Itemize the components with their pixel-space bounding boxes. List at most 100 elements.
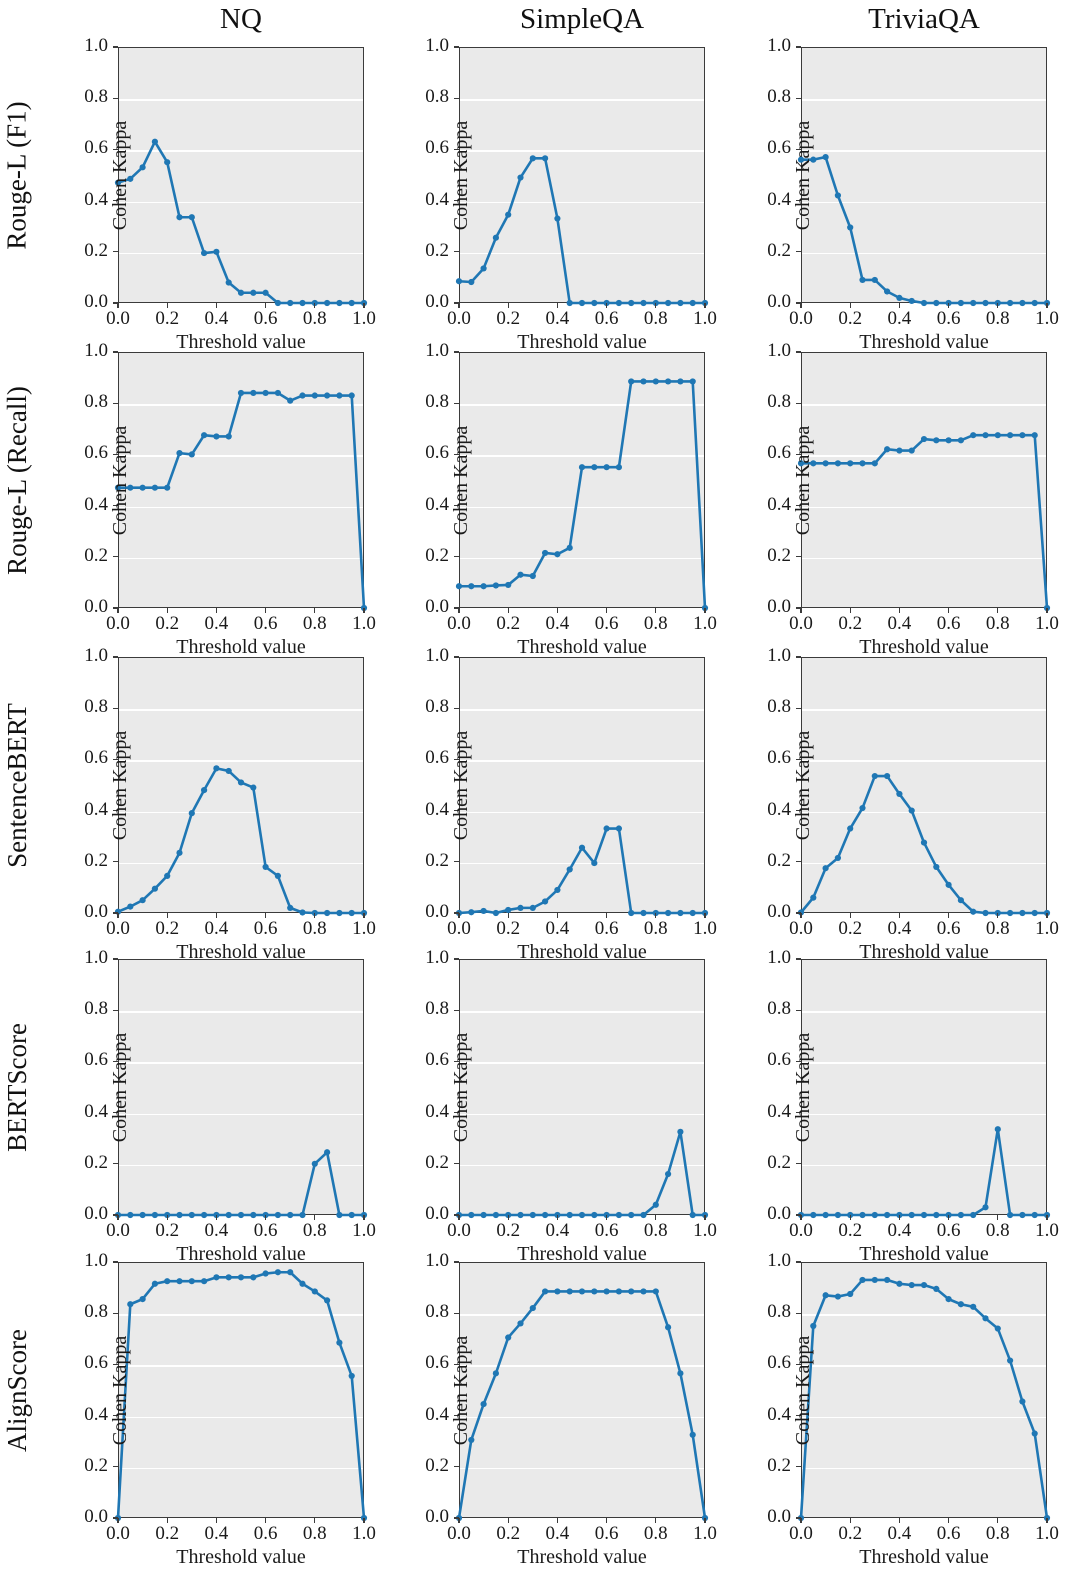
- column-title-triviaqa: TriviaQA: [868, 3, 980, 35]
- xtick-label-1: 0.2: [838, 613, 863, 634]
- ytick-mark-4: [113, 1312, 118, 1314]
- xtick-label-1: 0.2: [496, 308, 521, 329]
- yaxis-title-label: Cohen Kappa: [450, 120, 473, 230]
- ytick-mark-0: [796, 912, 801, 914]
- xtick-mark-3: [605, 608, 608, 613]
- yaxis-title-rouge-l-recall-simpleqa: Cohen Kappa: [312, 425, 612, 534]
- yaxis-title-bertscore-triviaqa: Cohen Kappa: [654, 1032, 954, 1141]
- xtick-mark-4: [314, 1215, 316, 1220]
- yaxis-title-bertscore-simpleqa: Cohen Kappa: [312, 1032, 612, 1141]
- xtick-label-1: 0.2: [838, 1220, 863, 1241]
- ytick-mark-0: [113, 607, 118, 609]
- xtick-mark-3: [264, 1215, 267, 1220]
- series-line-rouge-l-recall-nq: [114, 389, 368, 612]
- yaxis-title-label: Cohen Kappa: [792, 1335, 815, 1445]
- xtick-label-2: 0.4: [204, 308, 229, 329]
- gridline-y-0.2: [460, 252, 704, 255]
- ytick-mark-5: [113, 351, 118, 353]
- ytick-mark-4: [796, 1312, 801, 1314]
- ytick-mark-2: [113, 1111, 118, 1114]
- gridline-y-0.2: [460, 1164, 704, 1167]
- ytick-mark-5: [454, 351, 459, 353]
- xaxis-title-rouge-l-recall-triviaqa: Threshold value: [859, 636, 989, 658]
- xtick-mark-0: [117, 303, 119, 308]
- yaxis-title-alignscore-simpleqa: Cohen Kappa: [312, 1335, 612, 1444]
- ytick-label-4: 0.8: [84, 998, 108, 1020]
- series-line-bertscore-nq: [114, 1149, 368, 1219]
- ytick-mark-1: [113, 861, 118, 863]
- ytick-mark-0: [113, 912, 118, 914]
- xtick-label-0: 0.0: [106, 308, 130, 329]
- xtick-mark-1: [507, 1518, 509, 1523]
- ytick-mark-0: [454, 1517, 459, 1519]
- ytick-mark-4: [454, 1312, 459, 1314]
- yaxis-title-rouge-l-f1-triviaqa: Cohen Kappa: [654, 120, 954, 229]
- ytick-mark-1: [796, 861, 801, 863]
- xtick-label-0: 0.0: [789, 613, 813, 634]
- ytick-mark-4: [454, 402, 459, 404]
- panel-alignscore-simpleqa: 0.0 0.2 0.4 0.6 0.8 1.0 0.0 0.2 0.4 0.6 0.8 1.0 Thre…: [425, 1250, 717, 1568]
- xtick-mark-1: [849, 303, 851, 308]
- xtick-mark-3: [947, 1518, 950, 1523]
- xaxis-title-rouge-l-recall-nq: Threshold value: [176, 636, 306, 658]
- yaxis-title-rouge-l-recall-triviaqa: Cohen Kappa: [654, 425, 954, 534]
- xtick-label-1: 0.2: [838, 918, 863, 939]
- xtick-mark-5: [704, 303, 706, 308]
- ytick-label-2: 0.4: [84, 1403, 108, 1425]
- ytick-mark-3: [796, 1060, 801, 1063]
- ytick-label-1: 0.2: [767, 849, 791, 871]
- xtick-mark-5: [704, 608, 706, 613]
- xtick-mark-2: [215, 913, 218, 918]
- xtick-label-0: 0.0: [447, 308, 471, 329]
- ytick-label-4: 0.8: [767, 998, 791, 1020]
- xtick-label-5: 1.0: [693, 613, 717, 634]
- xtick-label-5: 1.0: [352, 1523, 376, 1544]
- ytick-mark-3: [113, 758, 118, 761]
- ytick-mark-5: [113, 1261, 118, 1263]
- ytick-mark-2: [454, 809, 459, 812]
- xtick-mark-3: [605, 303, 608, 308]
- xtick-mark-5: [1046, 303, 1048, 308]
- yaxis-title-sentencebert-simpleqa: Cohen Kappa: [312, 730, 612, 839]
- xtick-label-1: 0.2: [838, 1523, 863, 1544]
- ytick-mark-2: [113, 504, 118, 507]
- xtick-label-0: 0.0: [789, 918, 813, 939]
- panel-rouge-l-recall-triviaqa: 0.0 0.2 0.4 0.6 0.8 1.0 0.0 0.2 0.4 0.6 0.8 1.0 Thre…: [767, 340, 1059, 658]
- ytick-mark-4: [454, 1009, 459, 1011]
- yaxis-title-label: Cohen Kappa: [450, 1032, 473, 1142]
- ytick-mark-0: [113, 302, 118, 304]
- xtick-mark-5: [1046, 608, 1048, 613]
- ytick-label-5: 1.0: [767, 947, 791, 968]
- yaxis-title-sentencebert-triviaqa: Cohen Kappa: [654, 730, 954, 839]
- yaxis-title-label: Cohen Kappa: [109, 730, 132, 840]
- xtick-label-5: 1.0: [1035, 613, 1059, 634]
- ytick-mark-3: [113, 1060, 118, 1063]
- xaxis-title-rouge-l-recall-simpleqa: Threshold value: [517, 636, 647, 658]
- ytick-label-4: 0.8: [84, 696, 108, 718]
- xtick-label-0: 0.0: [447, 1220, 471, 1241]
- ytick-label-5: 1.0: [425, 1250, 449, 1271]
- xaxis-title-alignscore-simpleqa: Threshold value: [517, 1546, 647, 1568]
- xtick-mark-3: [605, 1215, 608, 1220]
- xaxis-title-bertscore-triviaqa: Threshold value: [859, 1243, 989, 1265]
- yaxis-title-label: Cohen Kappa: [450, 425, 473, 535]
- ytick-mark-5: [796, 351, 801, 353]
- ytick-mark-3: [454, 1363, 459, 1366]
- ytick-label-1: 0.2: [84, 1454, 108, 1476]
- gridline-y-0.2: [802, 557, 1046, 560]
- ytick-label-0: 0.0: [84, 1506, 108, 1527]
- ytick-mark-2: [454, 504, 459, 507]
- xtick-mark-0: [117, 1215, 119, 1220]
- column-title-simpleqa: SimpleQA: [519, 3, 645, 35]
- gridline-y-0.6: [460, 1062, 704, 1064]
- xtick-mark-5: [704, 1518, 706, 1523]
- gridline-y-0.6: [802, 150, 1046, 152]
- series-line-sentencebert-simpleqa: [455, 825, 709, 917]
- plot-area-rouge-l-f1-simpleqa: [459, 47, 705, 303]
- ytick-label-5: 1.0: [767, 35, 791, 56]
- gridline-y-0.6: [802, 1062, 1046, 1064]
- series-line-rouge-l-f1-nq: [114, 138, 368, 307]
- xtick-mark-0: [458, 1518, 460, 1523]
- gridline-y-0.2: [119, 252, 363, 255]
- panel-bertscore-simpleqa: 0.0 0.2 0.4 0.6 0.8 1.0 0.0 0.2 0.4 0.6 0.8 1.0 Thre…: [425, 947, 717, 1265]
